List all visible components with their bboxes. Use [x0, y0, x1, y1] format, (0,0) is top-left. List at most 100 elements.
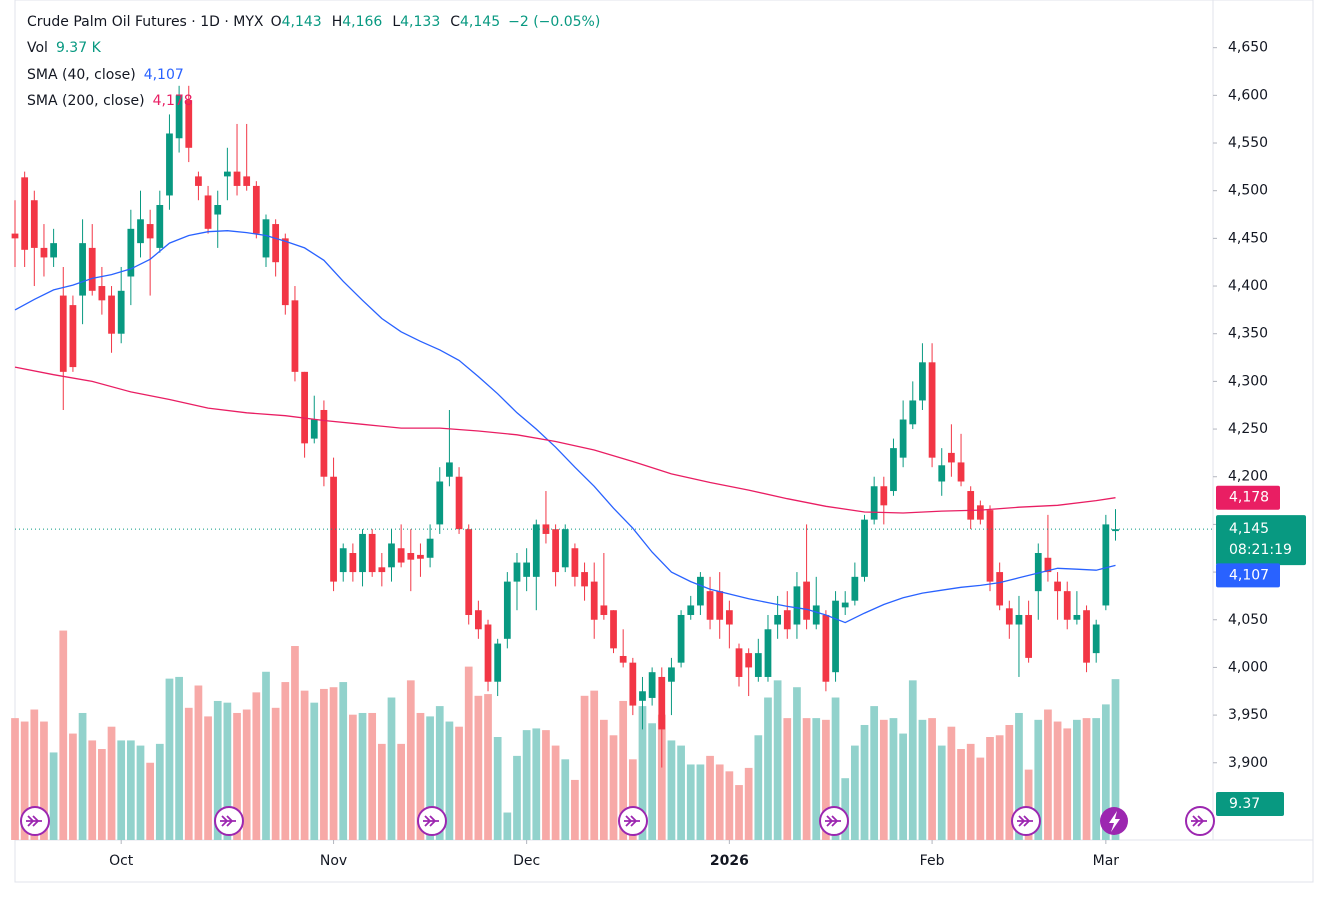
volume-bar: [358, 712, 367, 840]
candle-body: [880, 486, 888, 506]
candle-body: [1044, 557, 1052, 573]
volume-bar: [339, 682, 348, 840]
volume-bar: [1044, 709, 1052, 840]
candle-body: [919, 362, 926, 401]
candle-body: [1112, 529, 1119, 532]
candle-body: [465, 529, 473, 615]
candle-body: [117, 290, 125, 334]
volume-bar: [513, 755, 521, 840]
candle-body: [899, 419, 907, 458]
volume-bar: [98, 749, 106, 840]
icon-glyph[interactable]: [1109, 811, 1120, 832]
volume-bar: [1082, 718, 1091, 840]
candle-body: [21, 177, 29, 250]
x-tick-label: Mar: [1093, 853, 1120, 869]
volume-bar: [262, 671, 270, 840]
volume-bar: [648, 723, 656, 840]
candle-body: [388, 543, 395, 568]
candle-body: [359, 533, 366, 573]
legend-text: Crude Palm Oil Futures · 1D · MYX: [27, 14, 264, 30]
candle-body: [30, 200, 38, 248]
icon-glyph: [1191, 815, 1207, 827]
volume-bar: [136, 745, 145, 840]
candle-body: [948, 452, 955, 463]
volume-bar: [20, 721, 29, 840]
volume-bar: [300, 690, 309, 840]
legend-text: L: [392, 14, 400, 30]
volume-bar: [995, 735, 1004, 840]
volume-bar: [551, 745, 560, 840]
volume-bar: [59, 630, 68, 840]
event-icon[interactable]: [214, 806, 244, 836]
volume-bar: [957, 749, 965, 840]
legend-text: 4,166: [342, 14, 382, 30]
candle-body: [320, 409, 328, 477]
candle-body: [861, 519, 868, 577]
candle-body: [88, 247, 96, 291]
event-icon[interactable]: [1185, 806, 1215, 836]
candle-body: [166, 133, 173, 196]
candle-body: [40, 247, 48, 258]
volume-bar: [908, 680, 917, 840]
event-icon[interactable]: [20, 806, 50, 836]
event-icon[interactable]: [819, 806, 849, 836]
event-icons[interactable]: [20, 806, 1215, 836]
volume-bar: [783, 718, 792, 840]
candle-body: [339, 548, 347, 573]
legend-series: SMA (40, close) 4,107: [27, 67, 184, 83]
volume-bar: [165, 678, 174, 840]
candle-body: [474, 610, 482, 630]
volume-bar: [194, 685, 203, 840]
candle-body: [552, 529, 559, 573]
candle-body: [812, 605, 820, 625]
volume-bar: [223, 702, 232, 840]
candle-body: [928, 362, 936, 458]
legend-text: SMA (200, close): [27, 93, 145, 109]
candle-body: [1102, 524, 1110, 606]
candle-body: [185, 100, 193, 148]
candle-body: [252, 185, 260, 234]
volume-bar: [155, 743, 164, 840]
legend-volume: Vol 9.37 K: [27, 40, 102, 56]
volume-bar: [291, 646, 299, 840]
axes: 3,9003,9504,0004,0504,1004,1504,2004,250…: [109, 40, 1306, 869]
volume-bar: [609, 735, 618, 840]
y-tick-label: 4,500: [1228, 183, 1268, 199]
volume-bar: [320, 688, 328, 840]
icon-glyph: [1017, 815, 1033, 827]
candle-body: [494, 643, 502, 682]
candle-body: [436, 481, 444, 525]
volume-bar: [976, 757, 985, 840]
event-icon[interactable]: [618, 806, 648, 836]
event-icon[interactable]: [1011, 806, 1041, 836]
candle-body: [648, 672, 656, 698]
volume-bar: [204, 716, 212, 840]
volume-bar: [696, 764, 705, 840]
volume-bar: [561, 759, 570, 840]
candle-body: [1005, 608, 1013, 625]
volume-bar: [252, 692, 261, 840]
candle-body: [532, 524, 540, 577]
volume-badge: 9.37: [1229, 796, 1260, 812]
volume-bar: [213, 700, 222, 840]
candle-body: [330, 476, 337, 582]
y-tick-label: 4,000: [1228, 659, 1268, 675]
event-icon[interactable]: [417, 806, 447, 836]
candle-body: [156, 204, 164, 248]
volume-bar: [850, 745, 859, 840]
candle-body: [996, 572, 1004, 606]
volume-bar: [126, 740, 135, 840]
volume-bar: [822, 719, 830, 840]
volume-bar: [1063, 728, 1072, 840]
candle-body: [639, 691, 646, 701]
volume-bar: [503, 812, 512, 840]
volume-bar: [426, 716, 434, 840]
candle-body: [957, 462, 965, 482]
y-tick-label: 4,200: [1228, 469, 1268, 485]
volume-bar: [69, 733, 77, 840]
volume-bar: [242, 709, 251, 840]
volume-bar: [638, 706, 647, 840]
sma-line: [14, 230, 1116, 624]
volume-bar: [590, 690, 599, 840]
